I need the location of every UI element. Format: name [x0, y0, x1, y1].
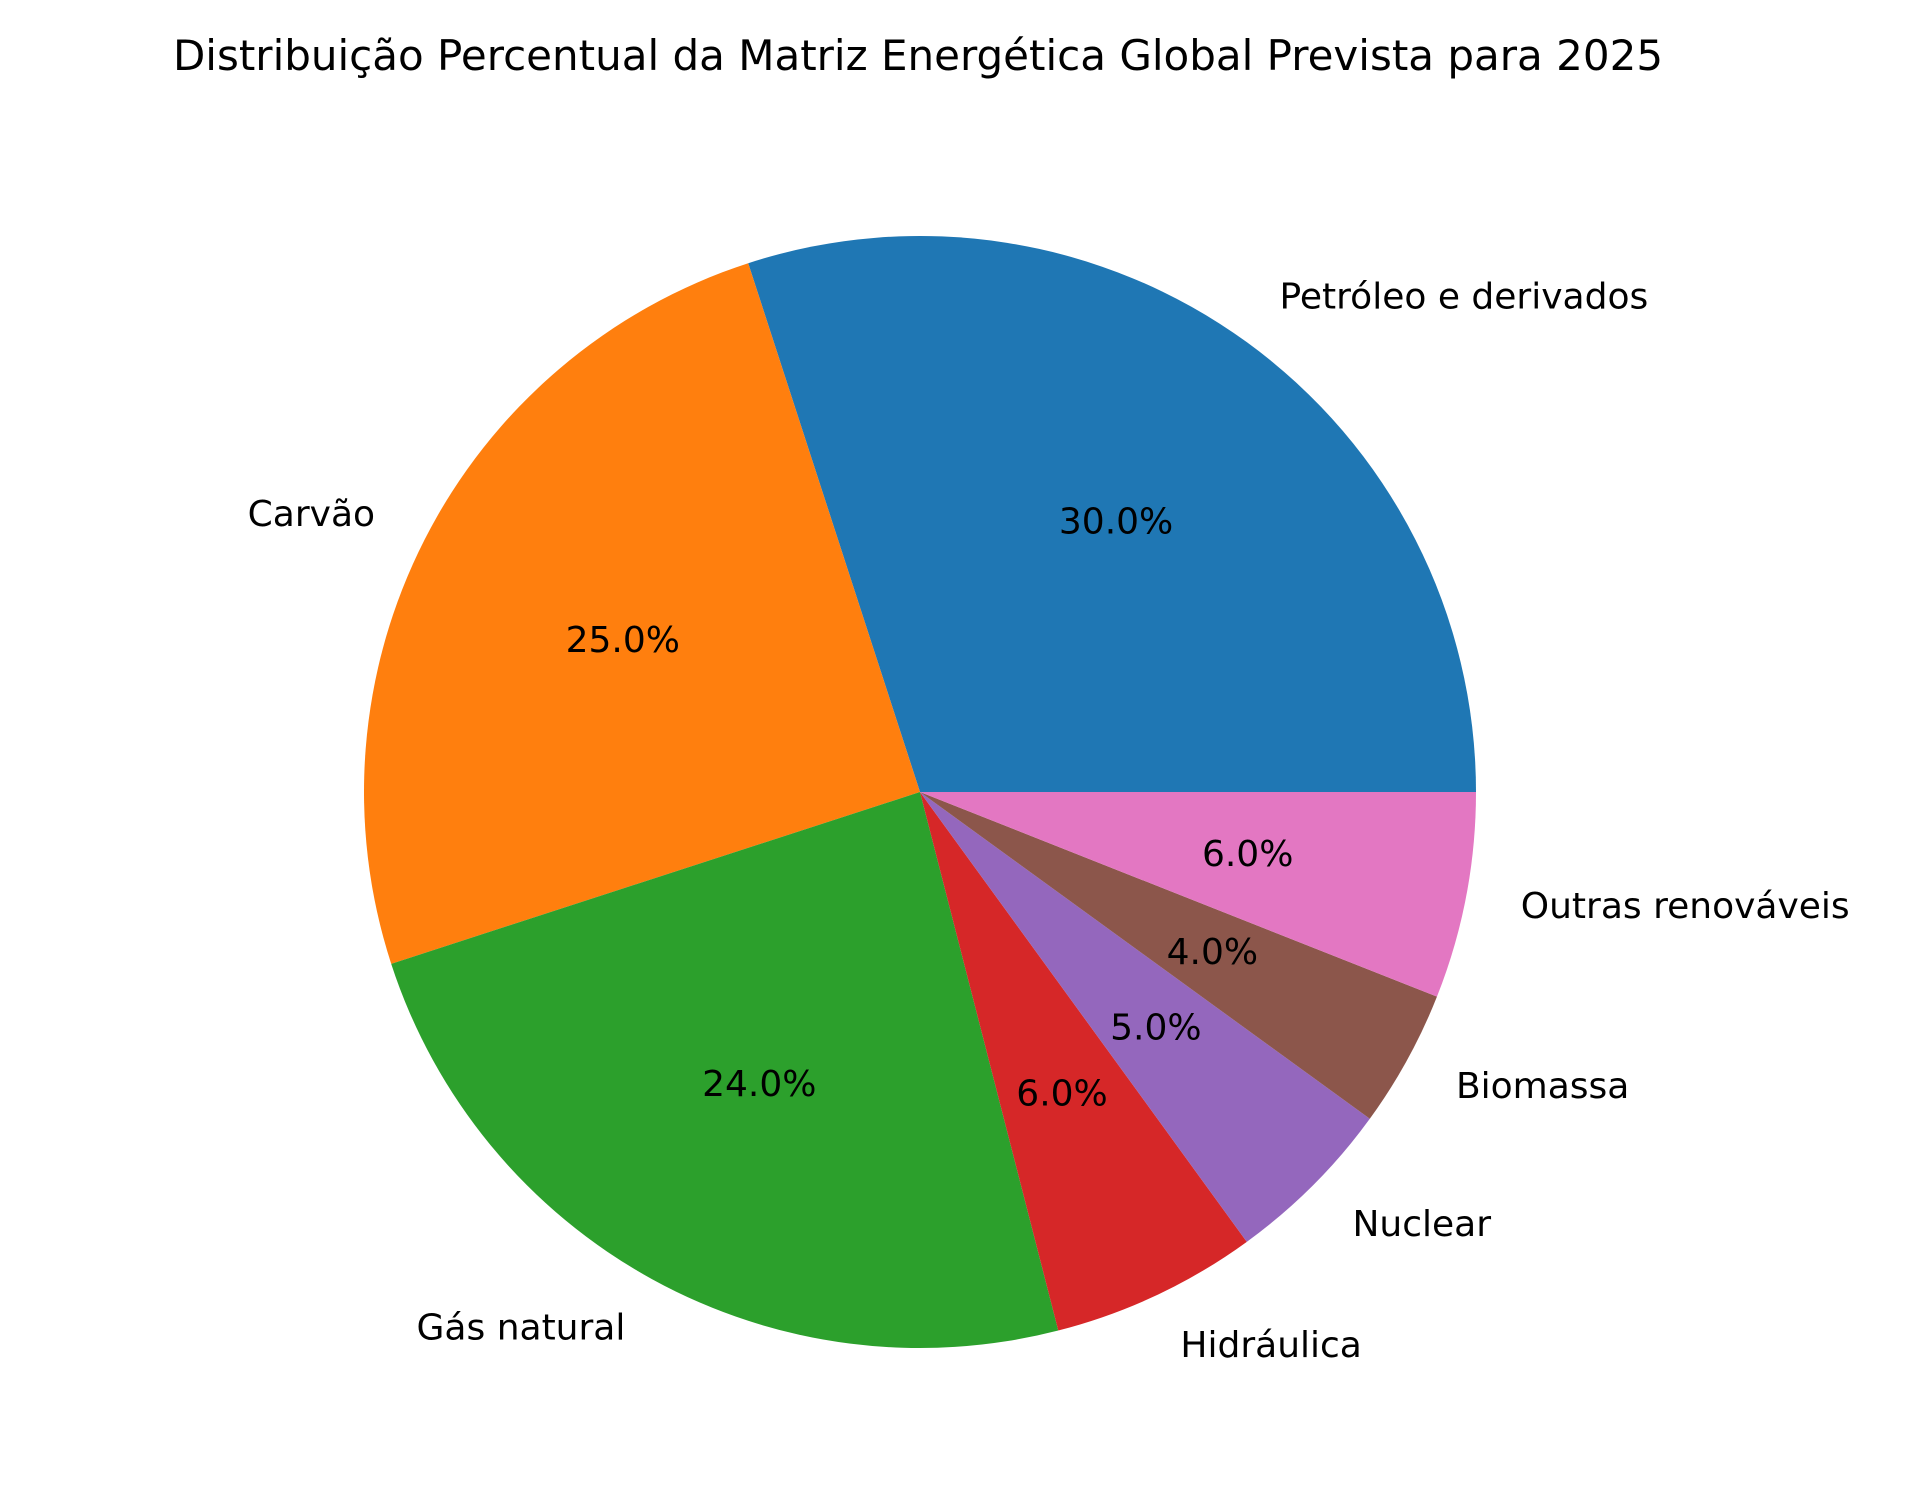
- percent-label: 25.0%: [566, 620, 680, 661]
- percent-label: 6.0%: [1016, 1073, 1107, 1114]
- pie-labels: Petróleo e derivados Carvão Gás natural Hid…: [248, 277, 1850, 1366]
- pie-slice: [920, 792, 1437, 1119]
- pie-slice: [748, 236, 1476, 792]
- pie-slice: [363, 263, 920, 964]
- pie-slice: [920, 792, 1247, 1331]
- slice-label: Hidráulica: [1180, 1325, 1361, 1366]
- slice-label: Outras renováveis: [1521, 886, 1850, 927]
- percent-label: 4.0%: [1167, 932, 1258, 973]
- slice-label: Gás natural: [417, 1307, 626, 1348]
- percent-label: 6.0%: [1202, 834, 1293, 875]
- percent-label: 30.0%: [1059, 502, 1173, 543]
- pie-percent-labels: 30.0%25.0%24.0% 6.0%5.0%4.0%6.0%: [566, 502, 1294, 1115]
- slice-label: Nuclear: [1352, 1204, 1491, 1245]
- pie-slice: [920, 792, 1370, 1242]
- pie-slices: [363, 236, 1476, 1348]
- percent-label: 5.0%: [1110, 1007, 1201, 1048]
- chart-title: Distribuição Percentual da Matriz Energé…: [173, 31, 1663, 80]
- slice-label: Biomassa: [1456, 1066, 1629, 1107]
- percent-label: 24.0%: [702, 1064, 816, 1105]
- pie-slice: [391, 792, 1059, 1348]
- slice-label: Carvão: [248, 494, 375, 535]
- pie-slice: [920, 792, 1476, 997]
- slice-label: Petróleo e derivados: [1279, 277, 1648, 318]
